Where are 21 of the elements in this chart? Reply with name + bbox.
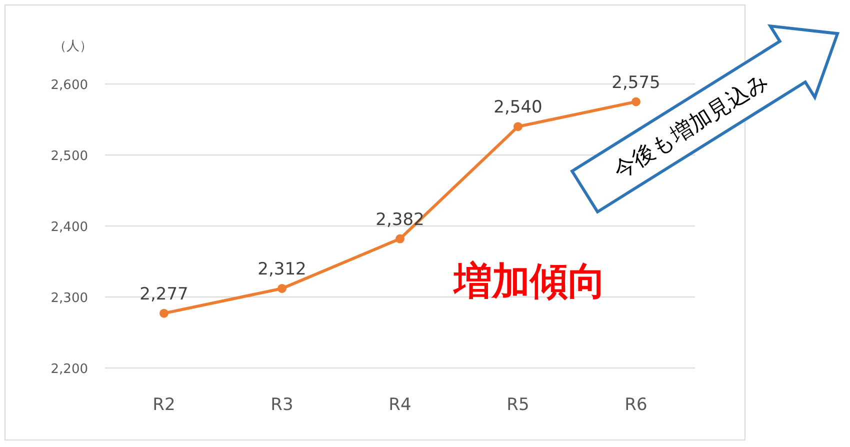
point [278, 284, 286, 293]
data-label: 2,575 [612, 72, 660, 93]
y-tick-label: 2,300 [50, 291, 88, 306]
y-tick-label: 2,200 [50, 362, 88, 377]
annotation: 増加傾向 [452, 259, 606, 303]
x-tick-label: R3 [270, 395, 294, 415]
y-tick-label: 2,500 [50, 149, 88, 164]
point [514, 122, 522, 132]
x-tick-label: R2 [152, 395, 176, 415]
y-tick-label: 2,400 [50, 220, 88, 235]
point [160, 308, 168, 318]
data-label: 2,540 [494, 98, 542, 118]
point [396, 234, 404, 244]
y-axis-title: （人） [54, 39, 92, 54]
y-tick-label: 2,600 [50, 78, 88, 93]
x-tick-label: R5 [506, 395, 530, 415]
x-tick-label: R4 [388, 395, 412, 415]
data-label: 2,312 [258, 259, 306, 280]
data-label: 2,277 [140, 284, 188, 304]
x-tick-label: R6 [624, 395, 648, 415]
point [632, 97, 640, 106]
